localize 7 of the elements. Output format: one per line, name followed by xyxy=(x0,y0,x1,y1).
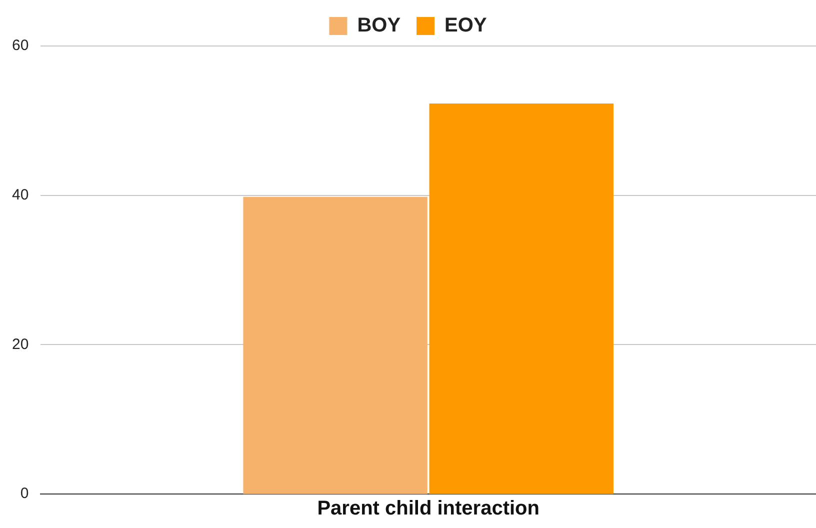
y-tick-label: 0 xyxy=(20,485,29,502)
y-tick-label: 60 xyxy=(12,37,29,54)
y-tick-label: 40 xyxy=(12,186,29,204)
legend-label: EOY xyxy=(444,14,488,37)
y-tick-label: 20 xyxy=(12,336,29,353)
x-tick-label: Parent child interaction xyxy=(317,498,540,520)
legend-label: BOY xyxy=(357,14,402,37)
